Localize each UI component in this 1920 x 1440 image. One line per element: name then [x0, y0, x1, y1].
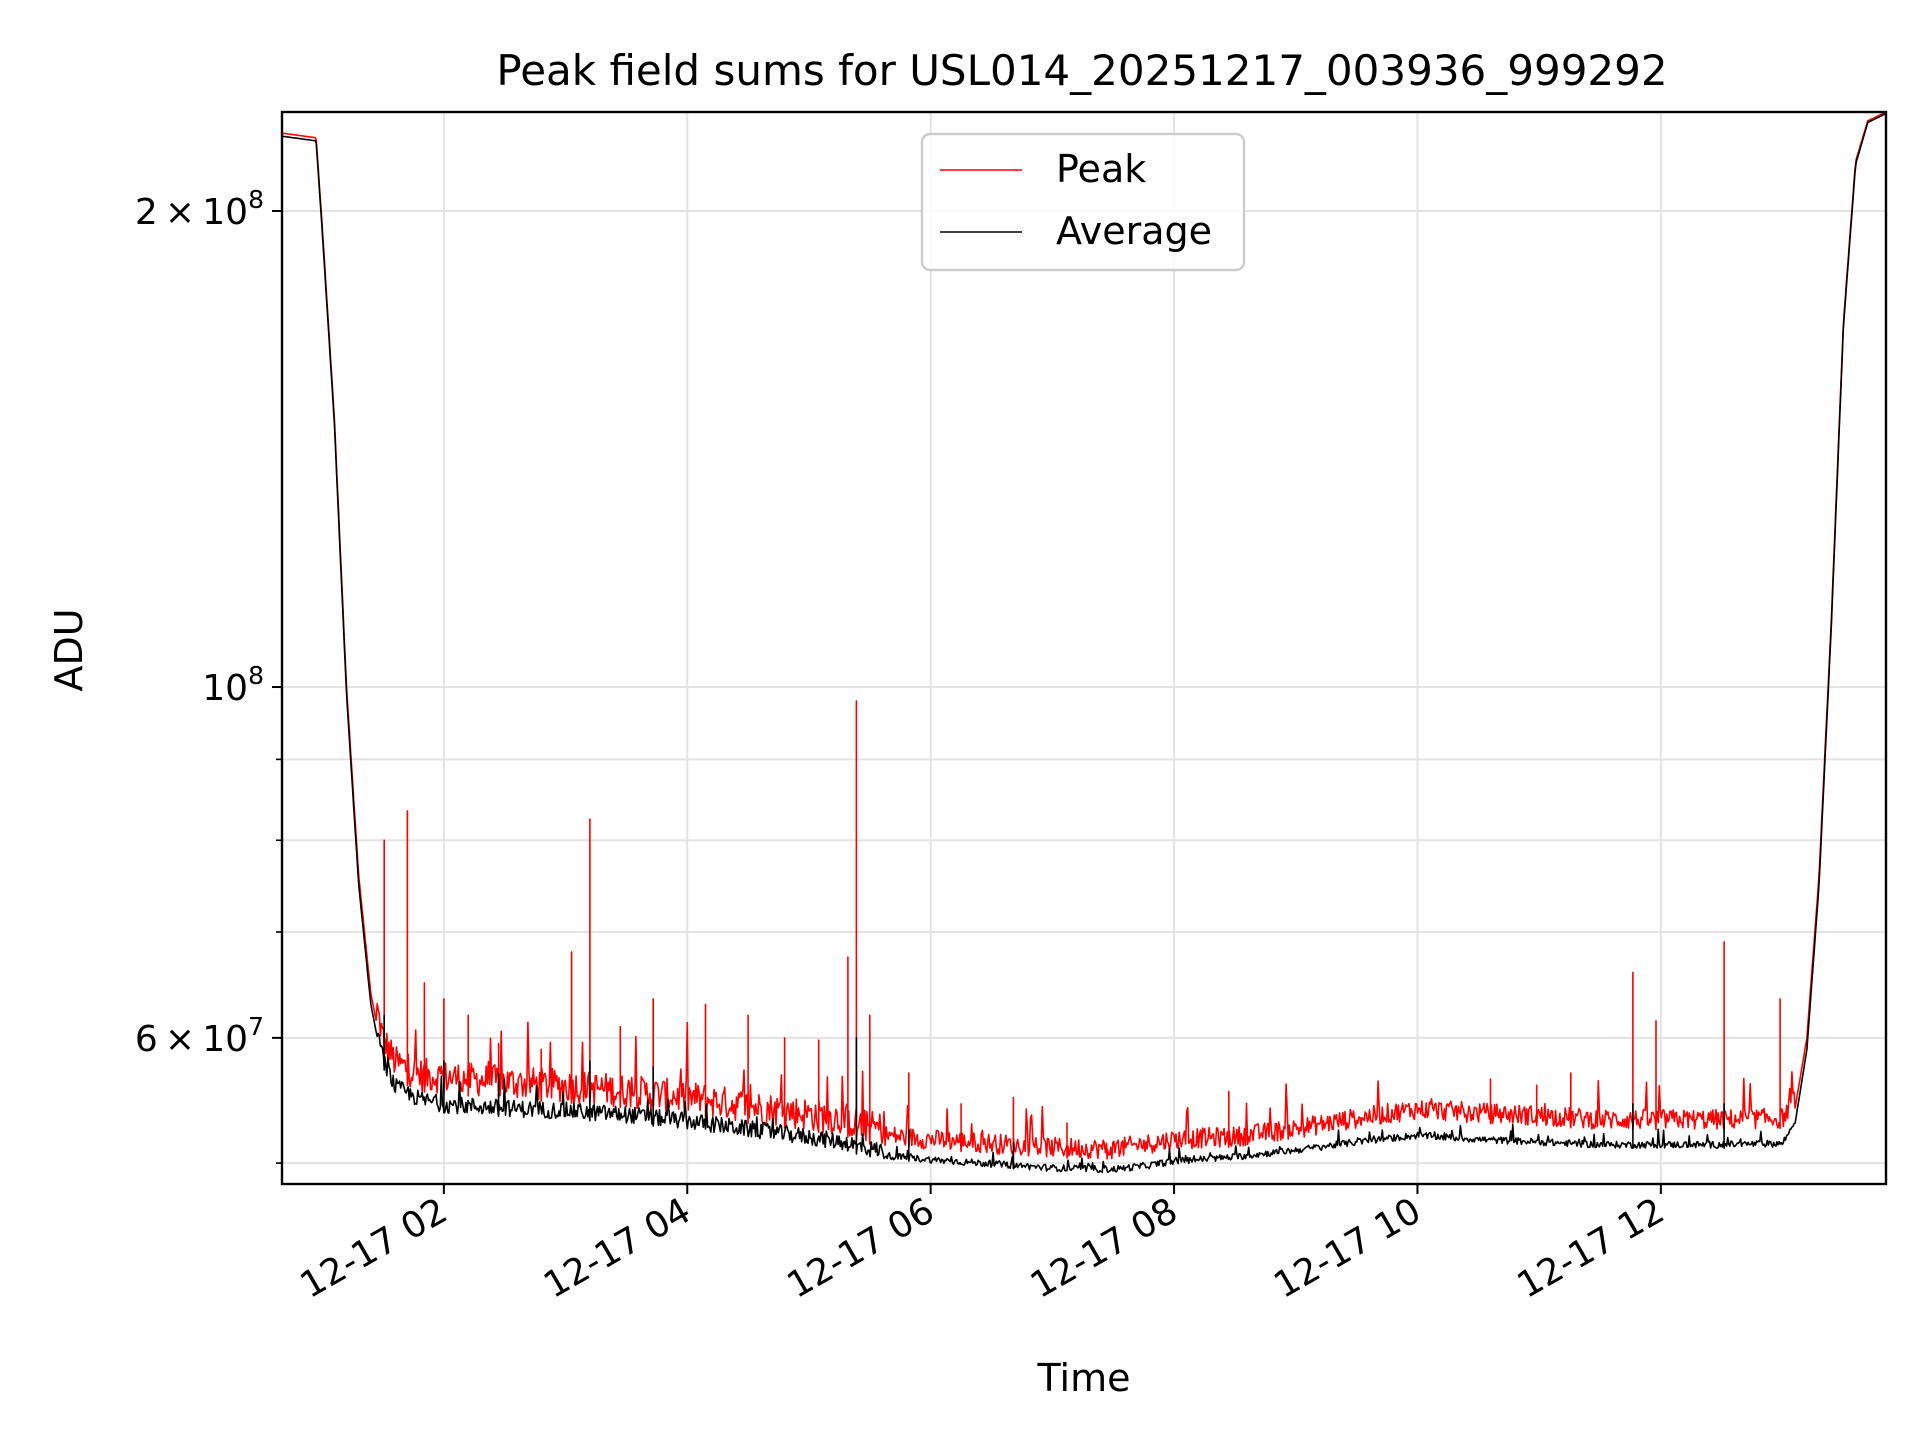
x-tick-label: 12-17 02: [294, 1190, 455, 1306]
legend-label-peak: Peak: [1056, 147, 1146, 191]
x-tick-label: 12-17 12: [1511, 1190, 1672, 1306]
legend-box: [920, 132, 1246, 272]
x-tick-label: 12-17 08: [1024, 1190, 1185, 1306]
y-tick-label: 108: [202, 661, 264, 709]
y-tick-label: 6 × 107: [135, 1012, 264, 1060]
series-line-peak: [282, 112, 1886, 1160]
x-axis-label: Time: [1037, 1356, 1131, 1400]
series-group: [282, 112, 1886, 1173]
plot-frame: [280, 110, 1888, 1186]
y-axis-label: ADU: [47, 608, 91, 691]
x-axis: 12-17 02 12-17 04 12-17 06 12-17 08 12-17 10…: [294, 1184, 1672, 1307]
grid: [282, 112, 1886, 1184]
legend: Peak Average: [920, 132, 1246, 272]
x-tick-label: 12-17 06: [780, 1190, 941, 1306]
x-tick-label: 12-17 10: [1267, 1190, 1428, 1306]
series-line-average: [282, 112, 1886, 1173]
y-tick-label: 2 × 108: [135, 185, 264, 233]
x-tick-label: 12-17 04: [537, 1190, 698, 1306]
legend-label-average: Average: [1056, 209, 1212, 253]
chart-title: Peak field sums for USL014_20251217_0039…: [496, 46, 1667, 95]
y-axis: 6 × 107 108 2 × 108: [135, 185, 282, 1164]
